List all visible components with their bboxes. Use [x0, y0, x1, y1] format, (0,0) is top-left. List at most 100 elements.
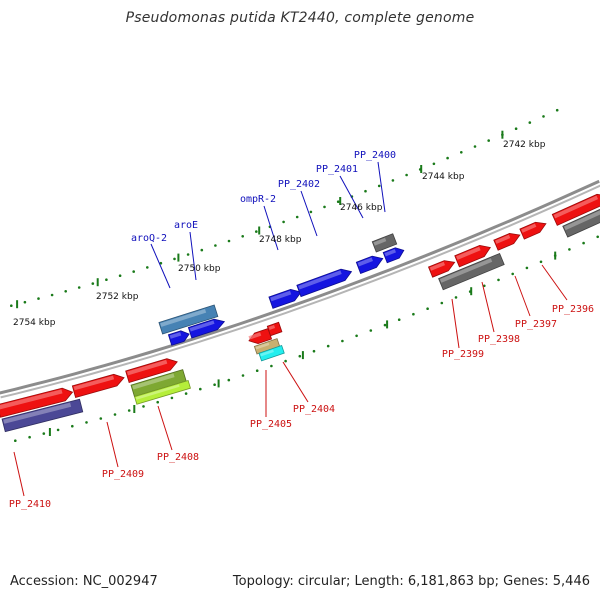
gene-PP_2404b [266, 321, 283, 337]
tick-dot [377, 184, 381, 188]
tick-major [301, 351, 304, 360]
tick-dot [364, 189, 367, 193]
tick-major [470, 287, 473, 296]
gene-PP_2404 [248, 328, 273, 344]
tick-dot [446, 156, 449, 160]
tick-dot [298, 354, 302, 358]
tick-dot [295, 215, 299, 219]
gene-body [248, 328, 273, 344]
tick-dot [77, 286, 81, 289]
tick-label: 2744 kbp [422, 172, 465, 182]
tick-label: 2750 kbp [178, 264, 221, 274]
tick-dot [355, 334, 358, 338]
gene-body [268, 288, 302, 309]
gene-body [355, 255, 384, 274]
label-PP_2404: PP_2404 [293, 404, 335, 415]
label-aroQ-2: aroQ-2 [131, 233, 167, 244]
gene-PP_2396-gray [562, 202, 600, 238]
label-layer: 2742 kbp 2744 kbp 2746 kbp 2748 kbp 2750 kbp… [9, 140, 594, 510]
tick-label: 2742 kbp [503, 140, 546, 150]
gene-PP_2408-lime [134, 380, 191, 405]
tick-dot [159, 261, 163, 265]
tick-dot [56, 428, 60, 432]
tick-dot [227, 239, 231, 243]
tick-dot [405, 173, 408, 177]
gene-PP_2409 [71, 373, 125, 398]
gene-body [125, 358, 178, 383]
tick-dot [284, 359, 287, 363]
tick-dot [282, 220, 285, 224]
label-PP_2404-leader [282, 361, 309, 403]
tick-dot [127, 409, 131, 412]
label-aroE: aroE [174, 220, 198, 231]
gene-layer [0, 193, 600, 433]
tick-dot [118, 274, 122, 278]
tick-label: 2752 kbp [96, 292, 139, 302]
gene-body [551, 193, 600, 226]
gene-body [266, 321, 283, 337]
gene-PP_2405 [258, 345, 285, 362]
tick-major [554, 251, 557, 260]
tick-dot [309, 210, 313, 214]
label-aroE-leader [189, 231, 197, 281]
gene-PP_2401 [355, 255, 384, 274]
gene-highlight [373, 237, 387, 246]
tick-dot [542, 115, 545, 118]
gene-highlight [132, 373, 175, 390]
tick-major [16, 300, 19, 309]
tick-major [420, 165, 423, 173]
tick-dot [184, 392, 188, 395]
tick-dot [369, 329, 373, 332]
connector-layer [13, 161, 568, 497]
tick-dot [426, 307, 429, 311]
tick-major [96, 278, 99, 287]
tick-dot [336, 200, 340, 203]
gene-highlight [495, 234, 511, 244]
tick-dot [71, 424, 74, 428]
label-ompR-2: ompR-2 [240, 194, 276, 205]
tick-dot [132, 270, 135, 273]
gene-PP_2408 [125, 358, 178, 383]
label-PP_2396-leader [541, 264, 568, 301]
tick-dot [473, 145, 477, 148]
gene-highlight [357, 257, 373, 267]
gene-PP_2398 [493, 233, 521, 251]
tick-dot [568, 248, 571, 251]
gene-highlight [439, 258, 493, 283]
gene-PP_2399 [427, 260, 456, 278]
label-ompR-2-leader [263, 205, 279, 251]
outer-tick-ring [10, 108, 559, 309]
gene-highlight [521, 223, 537, 233]
tick-dot [487, 139, 491, 142]
tick-dot [255, 369, 259, 373]
tick-dot [99, 417, 103, 420]
gene-PP_2409b [0, 387, 74, 418]
label-PP_2398: PP_2398 [478, 334, 520, 345]
label-PP_2410: PP_2410 [9, 499, 51, 510]
tick-dot [186, 253, 190, 256]
gene-highlight [429, 261, 446, 271]
tick-dot [270, 364, 273, 368]
tick-label: 2746 kbp [340, 203, 383, 213]
backbone-outer [0, 179, 600, 395]
label-PP_2397-leader [514, 275, 531, 317]
tick-major [177, 253, 180, 262]
gene-body [562, 202, 600, 238]
tick-major [217, 379, 220, 388]
gene-PP_2400 [382, 247, 405, 264]
label-PP_2405: PP_2405 [250, 419, 292, 430]
tick-major [48, 428, 51, 436]
gene-highlight [298, 270, 342, 290]
tick-major [133, 405, 136, 413]
tick-dot [199, 387, 202, 391]
tick-dot [200, 248, 204, 252]
tick-dot [10, 304, 13, 308]
label-PP_2408-leader [157, 405, 173, 451]
tick-dot [312, 349, 316, 353]
gene-body [258, 345, 285, 362]
gene-PP_2400-gray [371, 233, 398, 253]
gene-highlight [456, 246, 481, 260]
tick-label: 2754 kbp [13, 318, 56, 328]
tick-dot [23, 300, 27, 304]
gene-PP_2397 [519, 221, 547, 240]
